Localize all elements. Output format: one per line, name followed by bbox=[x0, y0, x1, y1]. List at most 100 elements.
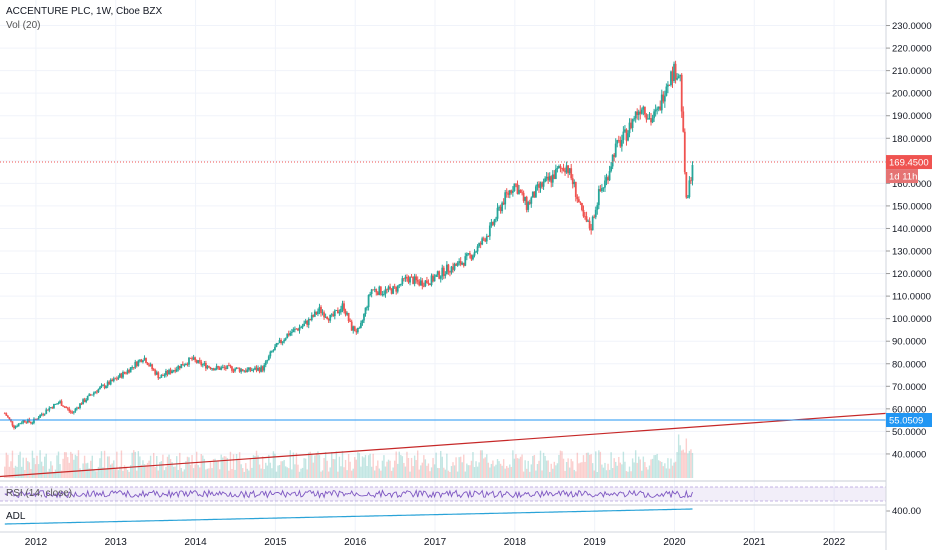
candle-body bbox=[539, 182, 542, 188]
volume-bar bbox=[568, 467, 571, 478]
candle-body bbox=[94, 391, 97, 393]
candle-body bbox=[137, 360, 140, 366]
volume-bar bbox=[433, 464, 436, 478]
volume-bar bbox=[323, 458, 325, 478]
volume-bar bbox=[430, 467, 433, 478]
candle-body bbox=[197, 360, 200, 363]
candle-body bbox=[28, 419, 31, 422]
candle-body bbox=[508, 190, 511, 195]
candle-body bbox=[134, 361, 137, 368]
candle-body bbox=[267, 356, 270, 361]
volume-bar bbox=[298, 471, 301, 478]
candle-body bbox=[493, 219, 496, 225]
candle-body bbox=[224, 367, 227, 369]
candle-body bbox=[545, 176, 548, 179]
volume-bar bbox=[56, 455, 58, 478]
candle-body bbox=[450, 266, 453, 273]
volume-bar bbox=[25, 457, 27, 478]
volume-bar bbox=[633, 462, 635, 478]
candle-body bbox=[165, 370, 167, 375]
candle-body bbox=[23, 420, 26, 422]
candle-body bbox=[43, 413, 46, 415]
volume-bar bbox=[619, 462, 622, 478]
volume-bar bbox=[553, 461, 556, 478]
volume-bar bbox=[504, 468, 506, 478]
volume-bar bbox=[76, 456, 78, 478]
drawing-lines[interactable] bbox=[0, 161, 887, 478]
candle-body bbox=[83, 399, 86, 402]
rsi-label: RSI (14, close) bbox=[6, 488, 73, 499]
candle-body bbox=[482, 238, 485, 240]
volume-bar bbox=[426, 465, 428, 478]
volume-bar bbox=[171, 462, 173, 478]
volume-bar bbox=[413, 455, 416, 478]
volume-bar bbox=[627, 471, 629, 478]
volume-bar bbox=[486, 454, 488, 478]
volume-bar bbox=[622, 451, 625, 478]
volume-bar bbox=[186, 456, 189, 478]
volume-bar bbox=[261, 456, 264, 478]
candle-body bbox=[373, 289, 376, 290]
volume-bar bbox=[357, 452, 359, 478]
volume-bar bbox=[598, 450, 600, 478]
candle-body bbox=[128, 370, 131, 373]
candle-body bbox=[538, 184, 540, 188]
volume-bar bbox=[278, 465, 281, 478]
candle-body bbox=[258, 367, 261, 372]
price-badges: 169.4500 1d 11h 55.0509 bbox=[886, 155, 932, 428]
volume-bar bbox=[257, 455, 259, 478]
price-axis[interactable]: 230.0000 220.0000 210.0000 200.0000 190.0000… bbox=[885, 0, 932, 550]
candle-body bbox=[209, 367, 212, 370]
candle-body bbox=[171, 371, 174, 374]
price-tick-label: 200.0000 bbox=[892, 89, 932, 100]
volume-bar bbox=[607, 463, 609, 478]
time-axis[interactable]: 2012 2013 2014 2015 2016 2017 2018 2019 2020 2021… bbox=[0, 531, 886, 548]
candle-body bbox=[263, 364, 266, 371]
time-tick-label: 2018 bbox=[504, 537, 527, 548]
candle-body bbox=[340, 308, 342, 313]
volume-bar bbox=[337, 471, 339, 478]
volume-bar bbox=[327, 471, 330, 478]
volume-bar bbox=[412, 466, 414, 478]
volume-bar bbox=[647, 469, 649, 478]
volume-bar bbox=[691, 452, 694, 478]
candle-body bbox=[495, 218, 497, 220]
candle-body bbox=[458, 261, 461, 263]
volume-bar bbox=[533, 454, 536, 478]
candle-body bbox=[353, 326, 356, 332]
volume-bar bbox=[74, 454, 77, 478]
candle-body bbox=[86, 395, 89, 400]
candle-body bbox=[682, 111, 685, 132]
candle-body bbox=[387, 286, 390, 290]
volume-bar bbox=[88, 468, 90, 478]
volume-bar bbox=[53, 471, 55, 478]
candle-body bbox=[565, 165, 568, 173]
volume-bar bbox=[688, 450, 691, 478]
volume-bar bbox=[317, 451, 319, 478]
volume-bar bbox=[258, 464, 261, 478]
candle-body bbox=[155, 372, 158, 375]
volume-bar bbox=[281, 461, 284, 478]
volume-bar bbox=[648, 465, 651, 478]
volume-bar bbox=[421, 462, 424, 478]
volume-bar bbox=[45, 453, 47, 478]
candle-body bbox=[673, 63, 675, 81]
volume-bar bbox=[555, 465, 557, 478]
volume-bar bbox=[108, 456, 110, 478]
volume-bar bbox=[510, 466, 513, 478]
volume-bar bbox=[438, 468, 440, 478]
candle-body bbox=[688, 180, 691, 198]
candle-body bbox=[89, 394, 92, 396]
volume-bar bbox=[467, 465, 470, 478]
candle-body bbox=[62, 405, 65, 407]
volume-bar bbox=[122, 470, 124, 478]
candle-body bbox=[556, 168, 559, 169]
candle-body bbox=[433, 276, 436, 282]
volume-bar bbox=[461, 462, 463, 478]
candle-body bbox=[289, 332, 292, 336]
candle-body bbox=[57, 403, 60, 404]
candle-body bbox=[613, 154, 616, 157]
volume-bar bbox=[149, 455, 152, 478]
candle-body bbox=[479, 243, 482, 245]
